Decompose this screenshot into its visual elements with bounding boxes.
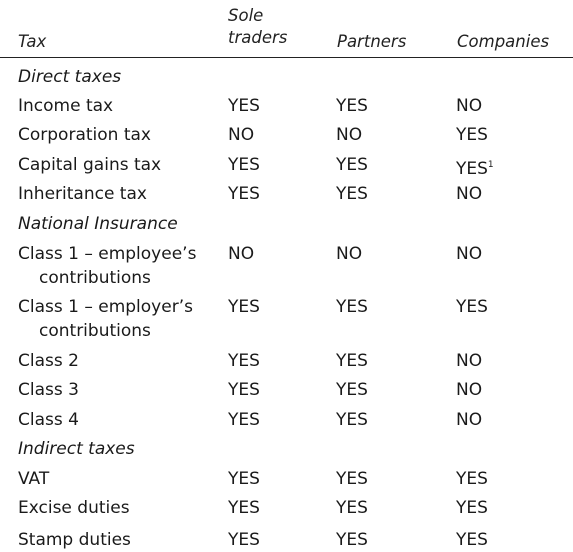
cell-companies: YES1: [456, 153, 494, 181]
header-sole-line2: traders: [228, 28, 288, 47]
cell-value: YES: [456, 159, 488, 179]
row-label: Class 4: [18, 410, 79, 430]
cell-partners: YES: [336, 380, 368, 400]
row-label: Income tax: [18, 96, 114, 116]
row-label: Class 3: [18, 380, 79, 400]
cell-partners: YES: [336, 410, 368, 430]
cell-sole: YES: [228, 498, 260, 518]
cell-partners: NO: [336, 244, 363, 264]
cell-sole: YES: [228, 410, 260, 430]
cell-sole: YES: [228, 530, 260, 550]
cell-partners: YES: [336, 155, 368, 175]
cell-partners: NO: [336, 125, 363, 145]
row-label: Capital gains tax: [18, 155, 162, 175]
cell-sole: NO: [228, 244, 255, 264]
cell-partners: YES: [336, 469, 368, 489]
row-label: Class 1 – employee’s contributions: [18, 242, 218, 290]
cell-companies: NO: [456, 96, 483, 116]
row-label: Class 1 – employer’s contributions: [18, 295, 218, 343]
cell-companies: NO: [456, 244, 483, 264]
row-label-line1: Class 1 – employer’s: [18, 297, 193, 317]
cell-partners: YES: [336, 184, 368, 204]
cell-sole: NO: [228, 125, 255, 145]
header-tax: Tax: [18, 32, 47, 51]
cell-companies: YES: [456, 125, 488, 145]
header-companies: Companies: [457, 32, 550, 51]
cell-companies: NO: [456, 380, 483, 400]
row-label: Class 2: [18, 351, 79, 371]
cell-companies: YES: [456, 530, 488, 550]
row-label: VAT: [18, 469, 50, 489]
cell-sole: YES: [228, 96, 260, 116]
cell-partners: YES: [336, 297, 368, 317]
cell-companies: YES: [456, 498, 488, 518]
cell-companies: NO: [456, 184, 483, 204]
header-sole-traders: Sole traders: [228, 5, 308, 49]
row-label: Corporation tax: [18, 125, 151, 145]
cell-sole: YES: [228, 351, 260, 371]
section-label: Direct taxes: [18, 67, 122, 87]
row-label-line2: contributions: [39, 268, 151, 288]
section-label: Indirect taxes: [18, 439, 135, 459]
footnote-marker: 1: [487, 160, 494, 170]
row-label: Inheritance tax: [18, 184, 147, 204]
row-label: Stamp duties: [18, 530, 131, 550]
cell-partners: YES: [336, 498, 368, 518]
row-label-line2: contributions: [39, 321, 151, 341]
section-label: National Insurance: [18, 214, 178, 234]
cell-companies: NO: [456, 410, 483, 430]
header-partners: Partners: [337, 32, 407, 51]
cell-partners: YES: [336, 530, 368, 550]
cell-sole: YES: [228, 380, 260, 400]
header-sole-line1: Sole: [228, 6, 264, 25]
table-header: Tax Sole traders Partners Companies: [0, 0, 573, 58]
cell-sole: YES: [228, 469, 260, 489]
cell-sole: YES: [228, 297, 260, 317]
cell-companies: YES: [456, 469, 488, 489]
cell-sole: YES: [228, 184, 260, 204]
cell-companies: NO: [456, 351, 483, 371]
cell-sole: YES: [228, 155, 260, 175]
row-label-line1: Class 1 – employee’s: [18, 244, 197, 264]
cell-partners: YES: [336, 96, 368, 116]
row-label: Excise duties: [18, 498, 130, 518]
cell-companies: YES: [456, 297, 488, 317]
cell-partners: YES: [336, 351, 368, 371]
